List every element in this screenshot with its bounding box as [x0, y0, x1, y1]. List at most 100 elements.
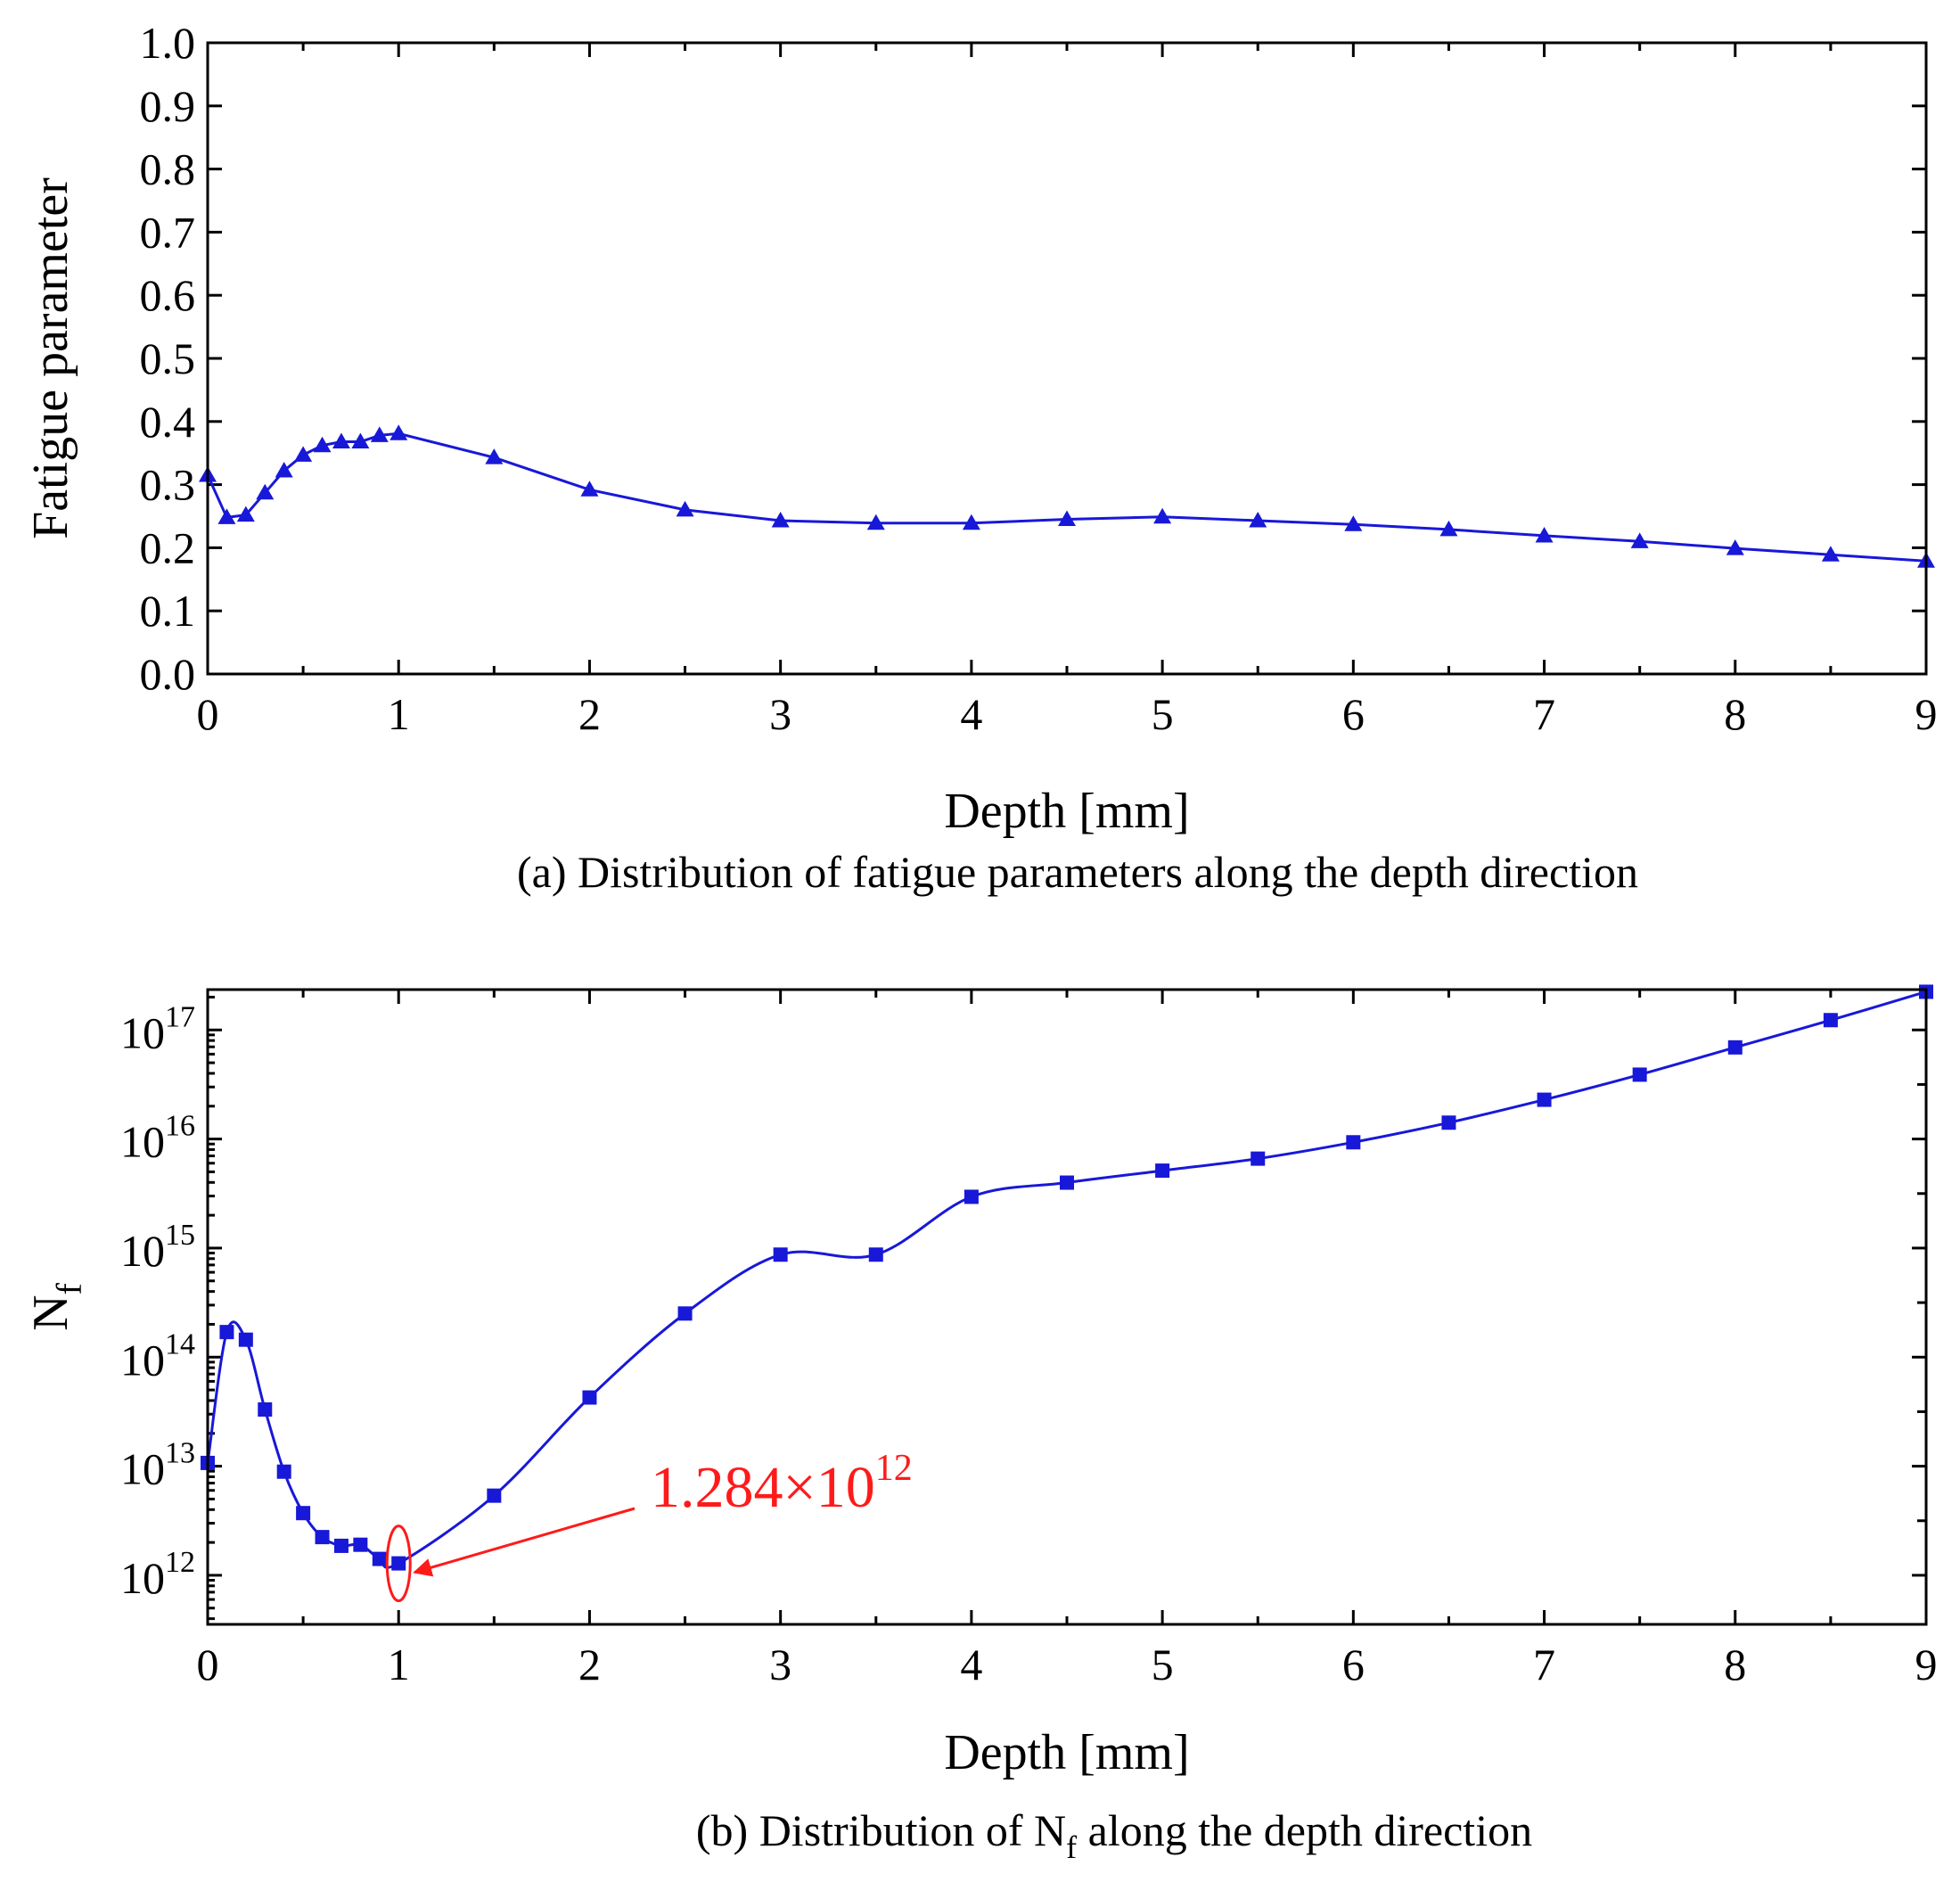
chart-b-y-tick-label-exponent: 15 — [165, 1219, 195, 1252]
chart-a-data-point — [370, 426, 389, 442]
minimum-arrow — [413, 1507, 636, 1577]
chart-b-x-tick-label: 7 — [1533, 1640, 1555, 1689]
chart-a-x-tick-label: 3 — [769, 689, 791, 739]
chart-b-data-point — [1823, 1013, 1838, 1028]
chart-a-x-tick-label: 1 — [388, 689, 410, 739]
chart-b-x-tick-label: 0 — [197, 1640, 219, 1689]
minimum-value-mantissa: 1.284×10 — [651, 1455, 875, 1520]
chart-b-data-point — [391, 1556, 406, 1571]
chart-a-x-tick-label: 9 — [1915, 689, 1938, 739]
chart-b-plot-frame — [206, 988, 1928, 1626]
minimum-annotation: 1.284×1012 — [385, 1448, 913, 1603]
minimum-highlight-ellipse — [385, 1525, 412, 1603]
chart-a-y-tick-label: 0.0 — [140, 649, 196, 699]
chart-b-data-point — [372, 1551, 387, 1566]
chart-b-y-tick-label: 1013 — [120, 1437, 195, 1494]
chart-b-data-point — [315, 1530, 330, 1545]
chart-b-data-point — [868, 1247, 883, 1262]
chart-a-data-point — [1535, 526, 1554, 543]
chart-a-x-tick-label: 7 — [1533, 689, 1555, 739]
chart-a-y-tick-label: 0.7 — [140, 207, 196, 257]
chart-b-data-point — [773, 1247, 788, 1262]
chart-a-x-tick-label: 6 — [1342, 689, 1365, 739]
chart-a-data-point — [275, 462, 293, 478]
chart-b-data-point — [1441, 1115, 1456, 1130]
chart-b-x-tick-label: 4 — [960, 1640, 982, 1689]
chart-b-y-tick-label: 1014 — [120, 1327, 195, 1385]
chart-a-y-tick-label: 1.0 — [140, 18, 196, 68]
chart-b-caption-suffix: along the depth direction — [1077, 1805, 1532, 1855]
chart-b-y-tick-label-base: 10 — [120, 1335, 165, 1385]
chart-a-data-point — [1439, 520, 1458, 537]
chart-b-data-point — [353, 1537, 368, 1552]
chart-b-series — [201, 984, 1933, 1571]
chart-a-y-tick-label: 0.8 — [140, 144, 196, 194]
chart-b-data-point — [219, 1325, 234, 1340]
chart-b-data-point — [238, 1332, 253, 1347]
chart-a-data-point — [390, 424, 408, 440]
chart-a-x-tick-label: 5 — [1152, 689, 1174, 739]
chart-b-y-tick-label: 1015 — [120, 1219, 195, 1276]
chart-a-x-axis-title: Depth [mm] — [944, 784, 1189, 839]
chart-a-ticks — [206, 41, 1928, 676]
chart-b-data-point — [296, 1506, 311, 1521]
chart-a-series-line — [206, 431, 1927, 563]
chart-b-series-line — [206, 990, 1927, 1569]
chart-b-y-tick-label: 1012 — [120, 1546, 195, 1603]
chart-b-data-point — [487, 1488, 502, 1503]
chart-b-y-axis-title: Nf — [23, 1282, 89, 1330]
chart-b-y-tick-label-base: 10 — [120, 1117, 165, 1167]
chart-a-data-point — [962, 514, 980, 530]
chart-a-y-tick-label: 0.4 — [140, 397, 196, 447]
chart-a-data-point — [351, 432, 370, 448]
chart-a-data-point — [1058, 510, 1076, 527]
chart-b-data-point — [1346, 1135, 1361, 1150]
chart-b-x-tick-label: 1 — [388, 1640, 410, 1689]
chart-a-x-tick-label: 0 — [197, 689, 219, 739]
chart-a-data-point — [580, 481, 599, 497]
chart-a-data-point — [236, 505, 255, 522]
chart-a-x-tick-label: 2 — [578, 689, 601, 739]
chart-a-data-point — [1630, 532, 1649, 548]
chart-a-data-point — [1249, 511, 1267, 528]
chart-a-data-point — [294, 446, 313, 462]
chart-b-y-axis-title-subscript: f — [49, 1282, 89, 1294]
chart-b-x-tick-label: 5 — [1152, 1640, 1174, 1689]
chart-b-y-tick-label: 1016 — [120, 1110, 195, 1167]
chart-b-data-point — [964, 1189, 979, 1204]
chart-b-data-point — [1727, 1040, 1743, 1055]
chart-b-y-tick-label-base: 10 — [120, 1226, 165, 1276]
chart-a-data-point — [771, 511, 790, 528]
chart-a-y-axis-title: Fatigue parameter — [23, 177, 78, 539]
chart-b-y-tick-label-base: 10 — [120, 1007, 165, 1057]
chart-a-data-point — [1344, 515, 1363, 531]
chart-b-x-tick-label: 6 — [1342, 1640, 1365, 1689]
chart-b-y-tick-label-base: 10 — [120, 1444, 165, 1494]
chart-a-y-tick-label: 0.3 — [140, 460, 196, 510]
chart-a-data-point — [313, 436, 332, 453]
chart-b-x-tick-label: 8 — [1724, 1640, 1746, 1689]
chart-a-x-tick-label: 4 — [960, 689, 982, 739]
chart-b-x-tick-label: 9 — [1915, 1640, 1938, 1689]
chart-b-y-tick-label-exponent: 16 — [165, 1110, 195, 1143]
chart-a-data-point — [1153, 507, 1172, 524]
chart-b-x-tick-label: 2 — [578, 1640, 601, 1689]
chart-b-data-point — [582, 1390, 597, 1405]
chart-b-x-axis-title: Depth [mm] — [944, 1725, 1189, 1780]
chart-b-y-tick-label-exponent: 14 — [165, 1327, 195, 1360]
chart-b-caption-prefix: (b) Distribution of N — [696, 1805, 1066, 1855]
chart-b-data-point — [1632, 1067, 1647, 1082]
chart-b-y-tick-label-base: 10 — [120, 1553, 165, 1603]
chart-b-caption-subscript: f — [1066, 1829, 1077, 1865]
chart-b-data-point — [677, 1306, 693, 1321]
chart-a-data-point — [1726, 539, 1744, 555]
minimum-value-label: 1.284×1012 — [651, 1448, 913, 1520]
chart-fatigue-parameter: 0 1 2 3 4 5 6 7 8 9 0.0 0.1 0.2 0.3 0.4 0.5 0.6 0.7 0.8 0.9… — [23, 18, 1938, 897]
chart-a-data-point — [676, 500, 694, 517]
chart-a-series — [199, 424, 1935, 568]
chart-a-data-point — [217, 508, 236, 524]
chart-b-y-tick-label-exponent: 12 — [165, 1546, 195, 1579]
chart-a-data-point — [866, 514, 885, 530]
chart-b-y-tick-label-exponent: 13 — [165, 1437, 195, 1470]
chart-a-y-tick-label: 0.6 — [140, 270, 196, 320]
